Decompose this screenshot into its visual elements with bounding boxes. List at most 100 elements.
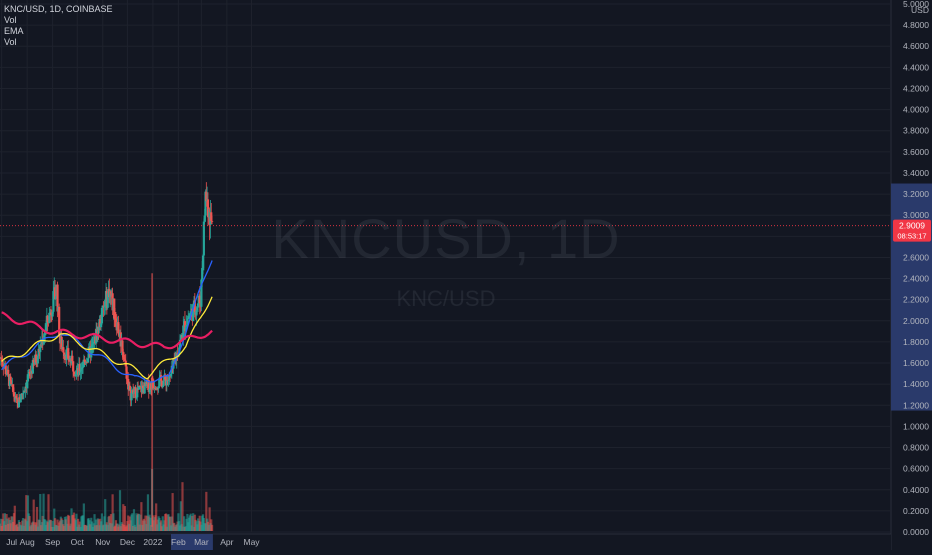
candle-body [90,346,93,358]
volume-bar [82,503,85,531]
y-tick-label: 0.2000 [903,506,929,516]
candle-body [56,284,59,312]
candle-body [198,295,201,303]
candle-body [123,359,127,361]
candle-body [51,311,54,317]
candle-body [42,339,45,345]
volume-bar [149,517,152,531]
volume-bar [169,516,172,531]
candle-body [81,366,85,368]
candle-body [197,303,200,307]
y-tick-label: 4.0000 [903,105,929,115]
candle-body [168,374,171,380]
candle-body [23,390,26,392]
volume-bar [39,493,42,531]
volume-bar [112,513,115,531]
candle-body [8,376,11,386]
volume-bar [140,502,143,531]
candle-body [39,344,42,353]
volume-bar [100,513,104,531]
y-tick-label: 4.4000 [903,62,929,72]
candle-body [130,393,133,401]
volume-bar [78,521,81,531]
y-tick-label: 1.2000 [903,400,929,410]
candle-body [18,397,21,402]
candle-body [92,341,95,344]
candle-body [83,359,86,362]
x-tick-label: Sep [45,537,60,547]
candle-body [185,324,188,327]
volume-bar [42,493,45,531]
candle-body [102,305,105,307]
candle-body [60,336,63,350]
y-tick-label: 3.2000 [903,189,929,199]
candle-body [65,349,68,361]
volume-bar [137,513,141,531]
candle-body [169,373,173,376]
y-tick-label: 3.8000 [903,126,929,136]
candle-body [78,364,81,373]
candle-body [20,393,23,400]
candle-body [160,380,164,388]
legend-ema[interactable]: EMA [4,26,24,36]
candle-body [204,191,207,216]
candle-body [48,312,51,323]
candle-body [2,364,5,368]
candle-body [128,385,131,391]
volume-bar [161,516,164,531]
candle-body [192,304,195,322]
candle-body [32,359,35,363]
candle-body [17,397,21,408]
volume-bar [160,520,163,531]
volume-bar [155,503,158,531]
candle-body [114,318,118,323]
volume-bar [97,519,100,531]
candle-body [90,344,94,347]
candle-body [210,212,213,221]
candle-body [158,377,161,387]
candle-body [35,354,38,363]
candle-body [182,325,185,339]
candle-body [104,299,107,307]
y-axis-unit: USD [911,5,929,15]
chart-legend: KNC/USD, 1D, COINBASE Vol EMA Vol [4,4,113,48]
volume-bar [192,513,195,531]
candle-body [117,322,120,334]
legend-vol-2[interactable]: Vol [4,37,17,47]
candle-body [134,387,137,399]
volume-bar [208,507,211,531]
volume-bar [47,494,50,531]
candle-body [15,395,18,399]
x-tick-label: Feb [171,537,186,547]
legend-vol[interactable]: Vol [4,15,17,25]
x-tick-label: Apr [220,537,233,547]
volume-bar [210,524,214,531]
candle-body [148,388,151,393]
candle-body [28,372,31,374]
volume-bar [28,516,31,531]
volume-bar [131,513,134,531]
candle-body [136,388,139,398]
legend-symbol[interactable]: KNC/USD, 1D, COINBASE [4,4,113,14]
ema-line-3 [1,311,213,350]
candle-body [4,365,7,375]
volume-bar [25,495,28,531]
volume-bar [21,518,25,531]
x-tick-label: May [244,537,261,547]
volume-bar [205,491,208,531]
candle-body [75,371,78,375]
candle-body [44,331,47,336]
candle-body [19,399,22,402]
candle-body [101,305,104,308]
candle-body [187,316,191,319]
volume-bar [65,516,68,531]
volume-bar [93,514,96,531]
candle-body [100,307,104,324]
y-tick-label: 4.6000 [903,41,929,51]
volume-bar [127,515,130,531]
candle-body [170,365,173,374]
x-tick-label: Jul [6,537,17,547]
